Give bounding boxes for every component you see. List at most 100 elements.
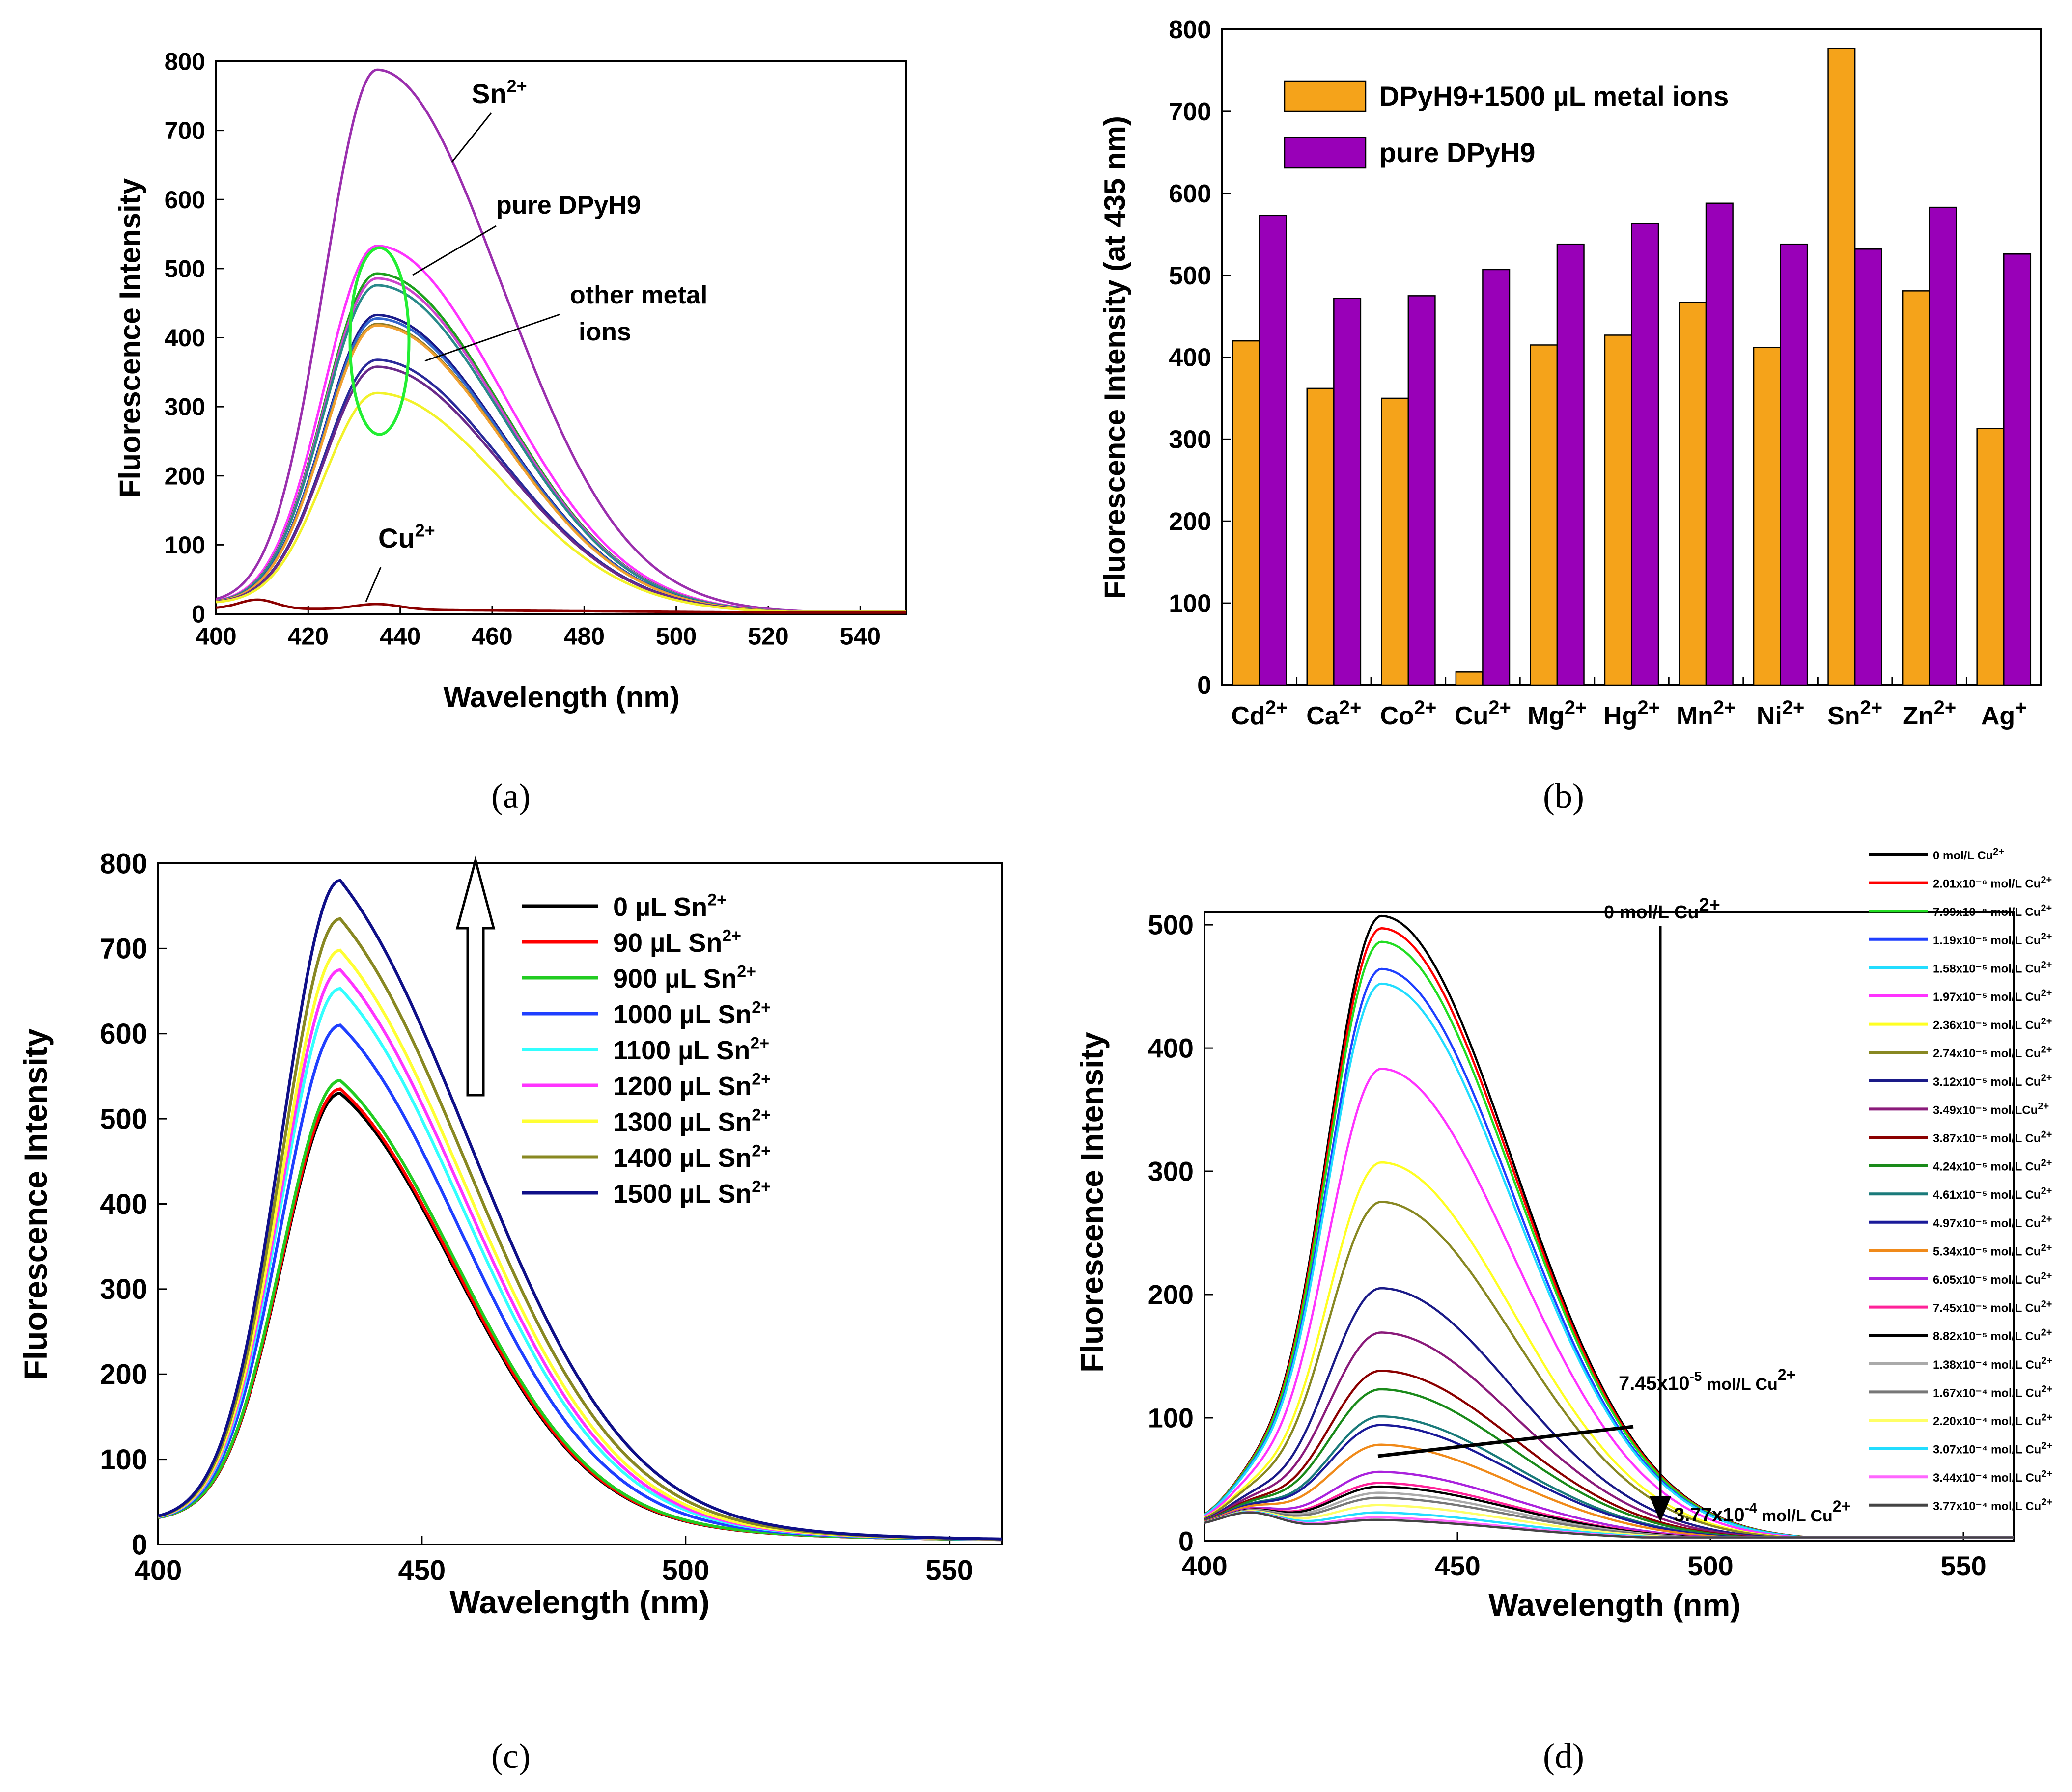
series-group — [158, 879, 1002, 1542]
series-line — [1204, 1511, 2014, 1539]
legend-label-base: 1500 µL Sn — [613, 1179, 752, 1209]
legend-label-base: 1200 µL Sn — [613, 1072, 752, 1101]
legend-label-sup: 2+ — [1993, 846, 2004, 857]
y-tick-label: 500 — [100, 1103, 147, 1135]
legend-label-base: 1.97x10⁻⁵ mol/L Cu — [1933, 991, 2041, 1004]
bar — [1530, 344, 1558, 686]
legend-label-base: 3.87x10⁻⁵ mol/L Cu — [1933, 1132, 2041, 1145]
legend-label-sup: 2+ — [2041, 1158, 2052, 1168]
legend-label-sup: 2+ — [2038, 1101, 2049, 1112]
y-axis-title: Fluorescence Intensity (at 435 nm) — [1098, 116, 1131, 599]
bar — [1631, 223, 1659, 686]
legend-label-sup: 2+ — [2041, 1327, 2052, 1338]
y-tick-label: 500 — [165, 255, 205, 282]
legend-label: 900 µL Sn2+ — [613, 962, 756, 993]
y-tick-label: 200 — [1148, 1279, 1194, 1310]
highlight-ellipse — [348, 246, 411, 436]
y-tick-label: 400 — [100, 1188, 147, 1220]
bar — [1482, 269, 1511, 686]
annotation-top-sup: 2+ — [1699, 895, 1720, 915]
y-tick-label: 600 — [1169, 180, 1211, 208]
x-category-label-base: Cd — [1231, 702, 1265, 730]
series-line — [158, 917, 1002, 1541]
x-category-label-base: Cu — [1455, 702, 1488, 730]
series-line — [216, 313, 906, 613]
legend-label-sup: 2+ — [707, 890, 727, 909]
legend-label-sup: 2+ — [2041, 1073, 2052, 1083]
legend-label-base: 2.01x10⁻⁶ mol/L Cu — [1933, 878, 2041, 891]
x-category-label: Mg2+ — [1528, 697, 1587, 730]
caption-d: (d) — [1543, 1737, 1584, 1776]
x-category-label: Ni2+ — [1757, 697, 1805, 730]
legend-label: 1300 µL Sn2+ — [613, 1105, 771, 1137]
y-tick-label: 800 — [165, 48, 205, 76]
x-tick-label: 550 — [925, 1555, 973, 1587]
bar — [1556, 243, 1585, 686]
legend-label-base: 0 mol/L Cu — [1933, 849, 1993, 862]
x-tick-label: 500 — [656, 623, 697, 650]
y-tick-label: 600 — [165, 186, 205, 214]
legend-label: 1500 µL Sn2+ — [613, 1177, 771, 1209]
x-category-label-sup: 2+ — [1414, 697, 1437, 718]
plot-frame — [1204, 911, 2015, 1542]
legend-label-sup: 2+ — [2041, 1016, 2052, 1027]
x-category-label-base: Hg — [1603, 702, 1637, 730]
y-tick-label: 700 — [1169, 98, 1211, 126]
legend-label-sup: 2+ — [2041, 1299, 2052, 1310]
legend-label-base: 7.99x10⁻⁶ mol/L Cu — [1933, 906, 2041, 919]
bar — [1259, 215, 1287, 686]
x-category-label-base: Co — [1380, 702, 1414, 730]
legend: DPyH9+1500 µL metal ions pure DPyH9 — [1284, 80, 1729, 169]
x-axis-title: Wavelength (nm) — [1488, 1587, 1740, 1623]
series-line — [158, 879, 1002, 1541]
x-tick-label: 480 — [564, 623, 605, 650]
caption-b: (b) — [1543, 776, 1584, 816]
legend-label: 2.01x10⁻⁶ mol/L Cu2+ — [1933, 875, 2052, 891]
legend-label-base: 3.44x10⁻⁴ mol/L Cu — [1933, 1471, 2041, 1485]
x-category-label-sup: 2+ — [1339, 697, 1362, 718]
legend-label-sup: 2+ — [2041, 1497, 2052, 1508]
legend-label: 3.12x10⁻⁵ mol/L Cu2+ — [1933, 1073, 2052, 1089]
legend-label-sup: 2+ — [2041, 1186, 2052, 1197]
x-category-label-sup: + — [2015, 697, 2026, 718]
legend-label-base: 90 µL Sn — [613, 928, 722, 958]
legend-label: 1.38x10⁻⁴ mol/L Cu2+ — [1933, 1355, 2052, 1372]
bar — [1753, 347, 1781, 686]
legend-label-sup: 2+ — [2041, 1355, 2052, 1366]
x-tick-label: 550 — [1940, 1550, 1986, 1581]
legend-label-base: 3.77x10⁻⁴ mol/L Cu — [1933, 1500, 2041, 1513]
legend-label: 1.58x10⁻⁵ mol/L Cu2+ — [1933, 960, 2052, 976]
legend-label-base: 0 µL Sn — [613, 892, 707, 922]
series-line — [216, 317, 906, 613]
legend-label-base: 2.36x10⁻⁵ mol/L Cu — [1933, 1019, 2041, 1032]
bar — [1854, 248, 1882, 686]
legend-label-sup: 2+ — [2041, 988, 2052, 998]
legend-label: 2.36x10⁻⁵ mol/L Cu2+ — [1933, 1016, 2052, 1032]
x-tick-label: 420 — [288, 623, 329, 650]
legend: 0 mol/L Cu2+2.01x10⁻⁶ mol/L Cu2+7.99x10⁻… — [1869, 846, 2052, 1513]
x-category-label: Co2+ — [1380, 697, 1436, 730]
x-tick-label: 520 — [748, 623, 788, 650]
annotation-cu: Cu2+ — [378, 521, 435, 553]
bar — [1306, 387, 1335, 686]
legend-label-sup: 2+ — [2041, 1440, 2052, 1451]
legend-label: 1.97x10⁻⁵ mol/L Cu2+ — [1933, 988, 2052, 1004]
legend-label-sup: 2+ — [752, 1105, 771, 1124]
x-category-label: Cu2+ — [1455, 697, 1511, 730]
y-tick-label: 100 — [1169, 589, 1211, 618]
y-tick-label: 300 — [1148, 1156, 1194, 1187]
annotation-cu-sup: 2+ — [415, 521, 435, 541]
x-axis-title: Wavelength (nm) — [449, 1584, 709, 1620]
increase-arrow — [455, 855, 496, 1097]
x-tick-label: 540 — [840, 623, 881, 650]
x-tick-label: 460 — [472, 623, 512, 650]
legend-label-base: 4.24x10⁻⁵ mol/L Cu — [1933, 1160, 2041, 1174]
y-tick-label: 300 — [165, 393, 205, 421]
legend-label-base: 6.05x10⁻⁵ mol/L Cu — [1933, 1273, 2041, 1287]
legend-label-base: 1.19x10⁻⁵ mol/L Cu — [1933, 934, 2041, 947]
legend-label-base: 1000 µL Sn — [613, 1000, 752, 1029]
bar — [1455, 671, 1484, 686]
y-tick-label: 500 — [1148, 910, 1194, 940]
bar — [1902, 290, 1930, 686]
annotation-line-cu — [365, 567, 382, 602]
